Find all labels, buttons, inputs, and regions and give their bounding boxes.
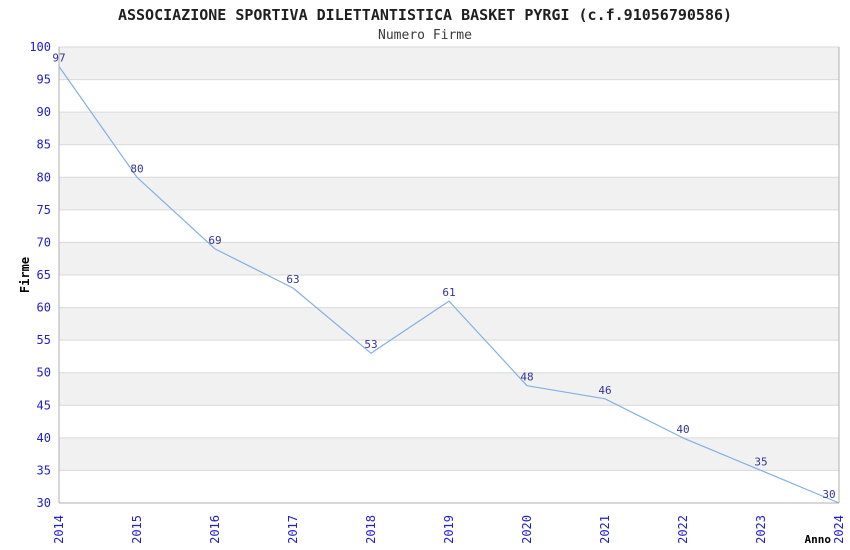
grid-band: [59, 242, 839, 275]
x-tick-label: 2024: [832, 515, 846, 544]
y-tick-label: 45: [37, 398, 51, 412]
y-tick-label: 75: [37, 203, 51, 217]
data-label: 80: [130, 162, 143, 175]
y-tick-label: 40: [37, 431, 51, 445]
y-tick-label: 50: [37, 366, 51, 380]
data-label: 35: [754, 455, 767, 468]
y-tick-label: 80: [37, 170, 51, 184]
x-tick-label: 2022: [676, 515, 690, 544]
data-label: 53: [364, 338, 377, 351]
y-tick-label: 55: [37, 333, 51, 347]
x-tick-label: 2019: [442, 515, 456, 544]
grid-band: [59, 47, 839, 80]
x-tick-label: 2016: [208, 515, 222, 544]
y-tick-label: 90: [37, 105, 51, 119]
x-tick-label: 2015: [130, 515, 144, 544]
y-tick-label: 35: [37, 463, 51, 477]
x-tick-label: 2021: [598, 515, 612, 544]
x-axis-title: Anno: [805, 533, 832, 546]
y-tick-label: 30: [37, 496, 51, 510]
y-tick-label: 70: [37, 235, 51, 249]
grid-band: [59, 372, 839, 406]
data-label: 63: [286, 273, 299, 286]
x-tick-label: 2014: [52, 515, 66, 544]
data-label: 48: [520, 371, 533, 384]
y-tick-label: 85: [37, 138, 51, 152]
grid-band: [59, 307, 839, 341]
x-tick-label: 2018: [364, 515, 378, 544]
chart-title: ASSOCIAZIONE SPORTIVA DILETTANTISTICA BA…: [117, 6, 733, 24]
grid-band: [59, 437, 839, 471]
grid-band: [59, 112, 839, 145]
y-tick-label: 100: [29, 40, 51, 54]
data-label: 30: [822, 488, 835, 501]
chart-subtitle: Numero Firme: [378, 28, 472, 43]
data-label: 46: [598, 384, 611, 397]
y-tick-label: 65: [37, 268, 51, 282]
x-tick-label: 2023: [754, 515, 768, 544]
x-tick-label: 2017: [286, 515, 300, 544]
series-line: [58, 66, 840, 504]
grid-band: [59, 177, 839, 210]
y-tick-label: 95: [37, 73, 51, 87]
y-tick-label: 60: [37, 301, 51, 315]
data-label: 40: [676, 423, 689, 436]
data-label: 97: [52, 52, 65, 65]
x-tick-label: 2020: [520, 515, 534, 544]
data-label: 61: [442, 286, 455, 299]
data-label: 69: [208, 234, 221, 247]
y-axis-title: Firme: [18, 257, 32, 293]
